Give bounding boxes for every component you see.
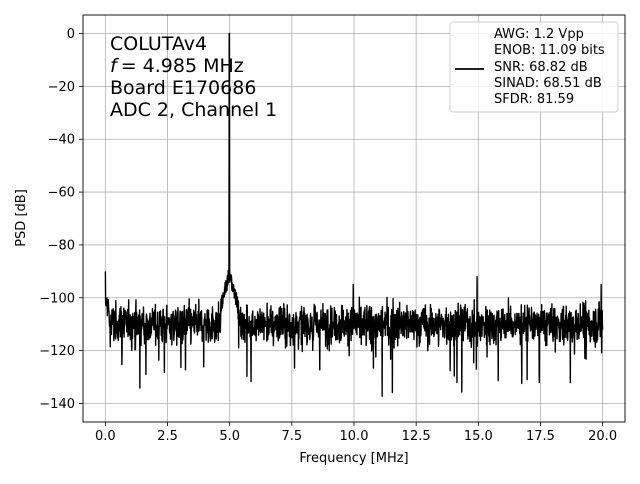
y-tick-label: −60 — [48, 186, 75, 201]
psd-series-line — [104, 32, 604, 397]
x-tick-label: 10.0 — [340, 429, 369, 444]
annotation-frequency: f = 4.985 MHz — [110, 55, 244, 77]
x-tick-label: 12.5 — [402, 429, 431, 444]
annotation-device: COLUTAv4 — [110, 33, 207, 55]
y-axis-label: PSD [dB] — [14, 189, 29, 247]
y-tick-label: 0 — [67, 27, 75, 42]
annotation-channel: ADC 2, Channel 1 — [110, 99, 277, 121]
legend-sfdr: SFDR: 81.59 — [494, 92, 574, 107]
x-tick-label: 0.0 — [95, 429, 116, 444]
y-ticks: 0 −20 −40 −60 −80 −100 −120 −140 — [39, 27, 83, 412]
legend: AWG: 1.2 Vpp ENOB: 11.09 bits SNR: 68.82… — [449, 21, 619, 113]
y-tick-label: −140 — [39, 397, 75, 412]
annotation-frequency-value: = 4.985 MHz — [121, 55, 244, 77]
y-tick-label: −20 — [48, 80, 75, 95]
x-axis-label: Frequency [MHz] — [299, 451, 408, 466]
legend-awg: AWG: 1.2 Vpp — [494, 27, 584, 42]
x-tick-label: 2.5 — [157, 429, 178, 444]
legend-snr: SNR: 68.82 dB — [494, 60, 588, 75]
legend-sinad: SINAD: 68.51 dB — [494, 76, 602, 91]
x-tick-label: 20.0 — [588, 429, 617, 444]
legend-enob: ENOB: 11.09 bits — [494, 43, 605, 58]
x-tick-label: 7.5 — [282, 429, 303, 444]
annotation-block: COLUTAv4 f = 4.985 MHz Board E170686 ADC … — [110, 33, 277, 121]
psd-line-layer — [104, 32, 604, 397]
y-tick-label: −120 — [39, 344, 75, 359]
legend-box — [449, 21, 619, 113]
x-tick-label: 15.0 — [464, 429, 493, 444]
x-ticks: 0.0 2.5 5.0 7.5 10.0 12.5 15.0 17.5 20.0 — [95, 422, 617, 444]
x-tick-label: 5.0 — [219, 429, 240, 444]
x-tick-label: 17.5 — [526, 429, 555, 444]
y-tick-label: −100 — [39, 291, 75, 306]
annotation-board: Board E170686 — [110, 77, 256, 99]
y-tick-label: −40 — [48, 133, 75, 148]
annotation-f-symbol: f — [110, 55, 120, 77]
y-tick-label: −80 — [48, 238, 75, 253]
